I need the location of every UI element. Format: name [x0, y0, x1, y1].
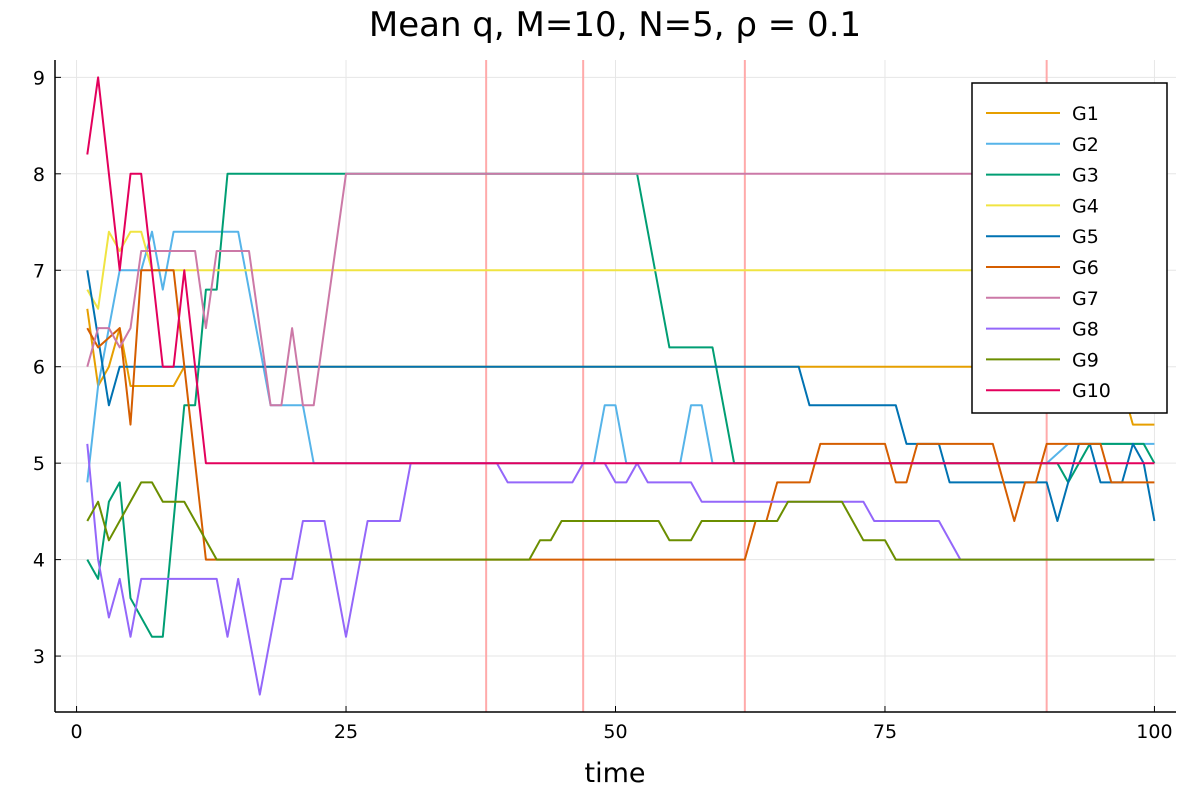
y-tick-label: 8 [33, 164, 45, 186]
series-line-g10 [86, 76, 1155, 465]
x-tick-label: 0 [71, 721, 83, 743]
legend-label: G2 [1072, 134, 1099, 156]
series-lines [86, 76, 1156, 696]
y-tick-label: 3 [33, 646, 45, 668]
legend-label: G8 [1072, 319, 1099, 341]
x-tick-label: 50 [603, 721, 627, 743]
y-tick-label: 5 [33, 453, 45, 475]
series-line-g7 [86, 172, 1155, 407]
x-axis-label: time [584, 758, 645, 789]
legend: G1 G2 G3 G4 G5 G6 G7 G8 G9 G10 [971, 82, 1168, 414]
legend-label: G3 [1072, 165, 1099, 187]
y-tick-label: 7 [33, 260, 45, 282]
legend-label: G6 [1072, 257, 1099, 279]
legend-label: G5 [1072, 226, 1099, 248]
chart-title: Mean q, M=10, N=5, ρ = 0.1 [369, 5, 861, 45]
legend-label: G1 [1072, 103, 1099, 125]
series-line-g9 [86, 481, 1155, 561]
x-tick-label: 100 [1136, 721, 1172, 743]
legend-label: G9 [1072, 349, 1099, 371]
legend-label: G7 [1072, 288, 1099, 310]
y-tick-label: 6 [33, 357, 45, 379]
tick-labels: 0 25 50 75 100 3 4 5 6 7 8 9 [33, 67, 1173, 743]
series-line-g5 [86, 270, 1156, 522]
series-line-g8 [86, 443, 1155, 696]
legend-box [971, 82, 1168, 414]
series-line-g6 [86, 269, 1155, 561]
legend-label: G10 [1072, 380, 1111, 402]
x-tick-label: 75 [873, 721, 897, 743]
y-tick-label: 4 [33, 550, 45, 572]
x-tick-label: 25 [334, 721, 358, 743]
y-tick-label: 9 [33, 67, 45, 89]
legend-label: G4 [1072, 195, 1099, 217]
series-line-g3 [86, 172, 1156, 638]
